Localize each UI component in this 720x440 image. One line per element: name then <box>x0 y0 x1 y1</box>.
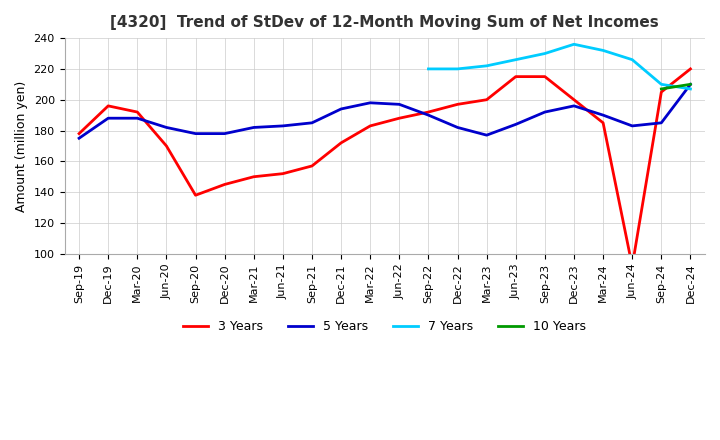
5 Years <box>482 132 491 138</box>
5 Years <box>249 125 258 130</box>
5 Years <box>337 106 346 112</box>
7 Years <box>628 57 636 62</box>
Legend: 3 Years, 5 Years, 7 Years, 10 Years: 3 Years, 5 Years, 7 Years, 10 Years <box>178 315 591 338</box>
10 Years <box>657 86 666 92</box>
5 Years <box>307 120 316 125</box>
3 Years <box>104 103 112 109</box>
5 Years <box>541 110 549 115</box>
7 Years <box>424 66 433 72</box>
3 Years <box>424 110 433 115</box>
3 Years <box>162 143 171 149</box>
3 Years <box>192 193 200 198</box>
7 Years <box>482 63 491 69</box>
3 Years <box>657 89 666 95</box>
7 Years <box>511 57 520 62</box>
5 Years <box>395 102 404 107</box>
Title: [4320]  Trend of StDev of 12-Month Moving Sum of Net Incomes: [4320] Trend of StDev of 12-Month Moving… <box>110 15 659 30</box>
3 Years <box>366 123 374 128</box>
3 Years <box>279 171 287 176</box>
5 Years <box>104 116 112 121</box>
5 Years <box>220 131 229 136</box>
5 Years <box>657 120 666 125</box>
5 Years <box>279 123 287 128</box>
7 Years <box>686 86 695 92</box>
Line: 3 Years: 3 Years <box>79 69 690 266</box>
5 Years <box>453 125 462 130</box>
3 Years <box>628 264 636 269</box>
5 Years <box>570 103 578 109</box>
3 Years <box>453 102 462 107</box>
3 Years <box>337 140 346 146</box>
7 Years <box>599 48 608 53</box>
7 Years <box>570 42 578 47</box>
3 Years <box>307 163 316 169</box>
Y-axis label: Amount (million yen): Amount (million yen) <box>15 81 28 212</box>
3 Years <box>599 120 608 125</box>
5 Years <box>599 113 608 118</box>
3 Years <box>395 116 404 121</box>
5 Years <box>75 136 84 141</box>
3 Years <box>686 66 695 72</box>
Line: 10 Years: 10 Years <box>662 84 690 89</box>
10 Years <box>686 82 695 87</box>
3 Years <box>482 97 491 103</box>
5 Years <box>628 123 636 128</box>
5 Years <box>192 131 200 136</box>
3 Years <box>511 74 520 79</box>
3 Years <box>249 174 258 180</box>
3 Years <box>220 182 229 187</box>
7 Years <box>541 51 549 56</box>
5 Years <box>366 100 374 106</box>
5 Years <box>511 122 520 127</box>
3 Years <box>75 131 84 136</box>
Line: 7 Years: 7 Years <box>428 44 690 89</box>
5 Years <box>424 113 433 118</box>
5 Years <box>162 125 171 130</box>
7 Years <box>453 66 462 72</box>
5 Years <box>133 116 142 121</box>
5 Years <box>686 82 695 87</box>
3 Years <box>570 97 578 103</box>
7 Years <box>657 82 666 87</box>
Line: 5 Years: 5 Years <box>79 84 690 138</box>
3 Years <box>541 74 549 79</box>
3 Years <box>133 110 142 115</box>
